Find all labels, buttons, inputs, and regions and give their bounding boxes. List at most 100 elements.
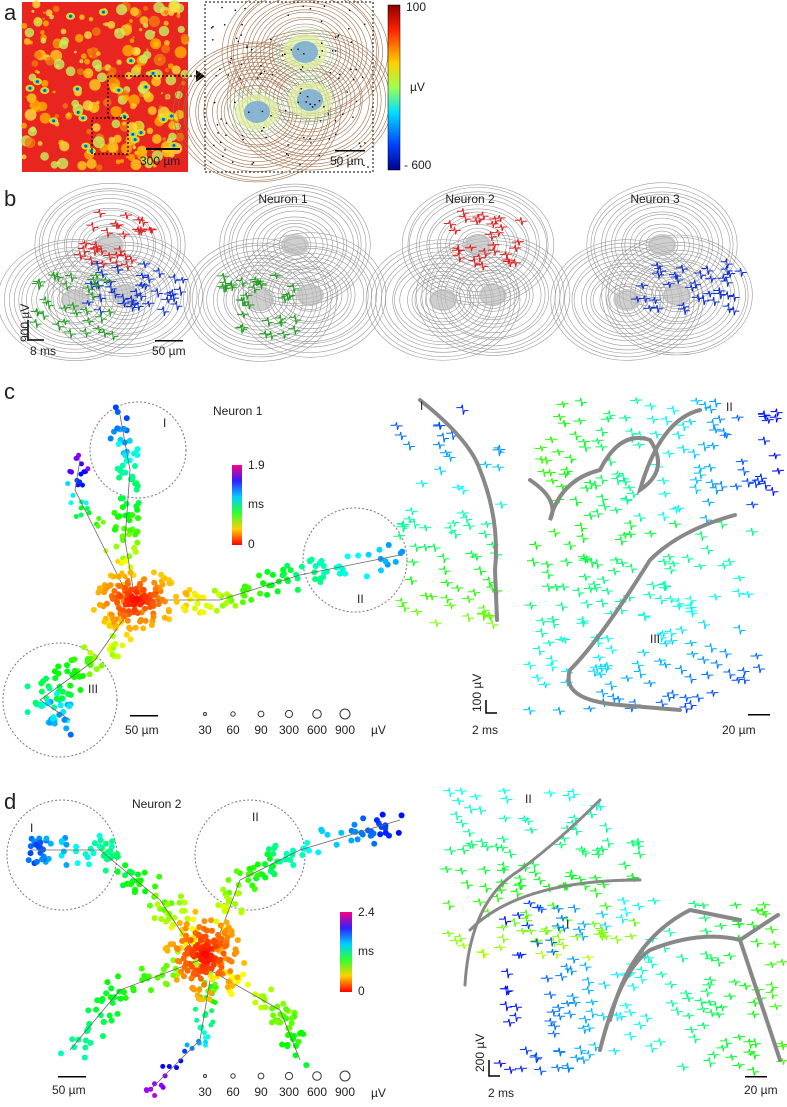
spot: [161, 44, 170, 54]
electrode-dot: [67, 731, 74, 738]
spike: [731, 677, 744, 684]
electrode-dot: [160, 1063, 166, 1069]
spike: [750, 938, 763, 948]
spike: [562, 1065, 575, 1073]
soma-dot: [222, 943, 229, 950]
soma-dot: [124, 580, 131, 587]
electrode-dot: [74, 455, 80, 461]
electrode-dot: [131, 889, 138, 896]
contour: [605, 236, 749, 354]
contour: [252, 210, 338, 280]
spike: [90, 272, 103, 280]
electrode: [306, 95, 309, 98]
electrode-dot: [47, 840, 54, 847]
electrode-dot: [179, 908, 186, 915]
scale-bar: [146, 148, 180, 150]
spike: [504, 849, 517, 859]
electrode: [213, 144, 215, 147]
electrode-dot: [114, 653, 121, 660]
soma-dot: [106, 622, 113, 629]
electrode-dot: [342, 570, 349, 577]
electrode-dot: [165, 915, 172, 922]
hotspot-core: [81, 116, 85, 120]
spike: [94, 306, 107, 316]
spike: [476, 261, 489, 271]
electrode-dot: [93, 666, 100, 673]
spot: [113, 134, 122, 143]
contour: [645, 268, 709, 322]
spike: [480, 521, 493, 528]
soma-dot: [133, 589, 140, 596]
spike: [541, 583, 554, 593]
spike: [631, 841, 644, 851]
contour: [78, 219, 142, 271]
spike: [608, 567, 621, 576]
spike: [163, 290, 176, 299]
spike: [487, 241, 500, 249]
contour: [242, 203, 348, 287]
spike: [683, 418, 696, 426]
spike: [584, 512, 597, 520]
spike: [723, 952, 736, 961]
electrode-dot: [299, 852, 306, 859]
soma-dot: [96, 585, 103, 592]
contour: [228, 190, 362, 300]
spike: [693, 469, 706, 480]
spike: [657, 558, 670, 566]
spot: [53, 58, 65, 70]
electrode-dot: [57, 702, 64, 709]
spike: [168, 273, 181, 284]
electrode-dot: [100, 852, 107, 859]
spike: [654, 595, 667, 605]
electrode: [327, 113, 330, 115]
region-circle: [2, 642, 118, 758]
electrode-dot: [152, 1081, 158, 1087]
spike: [706, 689, 719, 697]
axon-trace: [149, 979, 211, 1091]
electrode: [260, 130, 263, 132]
spike: [662, 693, 675, 702]
electrode-dot: [24, 683, 31, 690]
spike: [749, 479, 762, 489]
electrode: [260, 72, 263, 75]
spike: [501, 256, 514, 265]
spike: [529, 541, 542, 550]
soma-dot: [208, 917, 215, 924]
hotspot-core: [144, 85, 148, 89]
spike: [593, 802, 606, 811]
contour: [191, 245, 329, 355]
spike: [274, 314, 287, 323]
spike: [755, 473, 768, 483]
spike: [594, 671, 607, 679]
electrode-dot: [268, 986, 275, 993]
electrode: [239, 77, 242, 80]
spike: [518, 815, 531, 823]
spot: [25, 95, 28, 98]
electrode-dot: [242, 583, 249, 590]
electrode: [257, 77, 259, 79]
spike: [87, 276, 100, 284]
spike: [619, 906, 632, 917]
hotspot-core: [169, 114, 173, 118]
spike: [474, 805, 487, 815]
spike: [557, 583, 570, 592]
spike: [498, 815, 511, 823]
electrode-dot: [186, 586, 193, 593]
spike: [534, 904, 547, 914]
spike: [432, 441, 445, 450]
spike: [472, 213, 485, 224]
spike: [595, 598, 608, 608]
colorbar-unit: µV: [410, 80, 425, 94]
electrode-dot: [64, 662, 71, 669]
electrode: [309, 7, 312, 10]
electrode-dot: [290, 1032, 297, 1039]
spike: [675, 953, 688, 963]
scale-bar: [748, 714, 770, 716]
electrode: [309, 103, 311, 106]
spike: [488, 215, 501, 225]
electrode-dot: [55, 670, 62, 677]
spike: [702, 498, 715, 507]
electrode-dot: [392, 558, 399, 565]
spike: [513, 882, 526, 890]
panel-label: a: [4, 0, 17, 25]
